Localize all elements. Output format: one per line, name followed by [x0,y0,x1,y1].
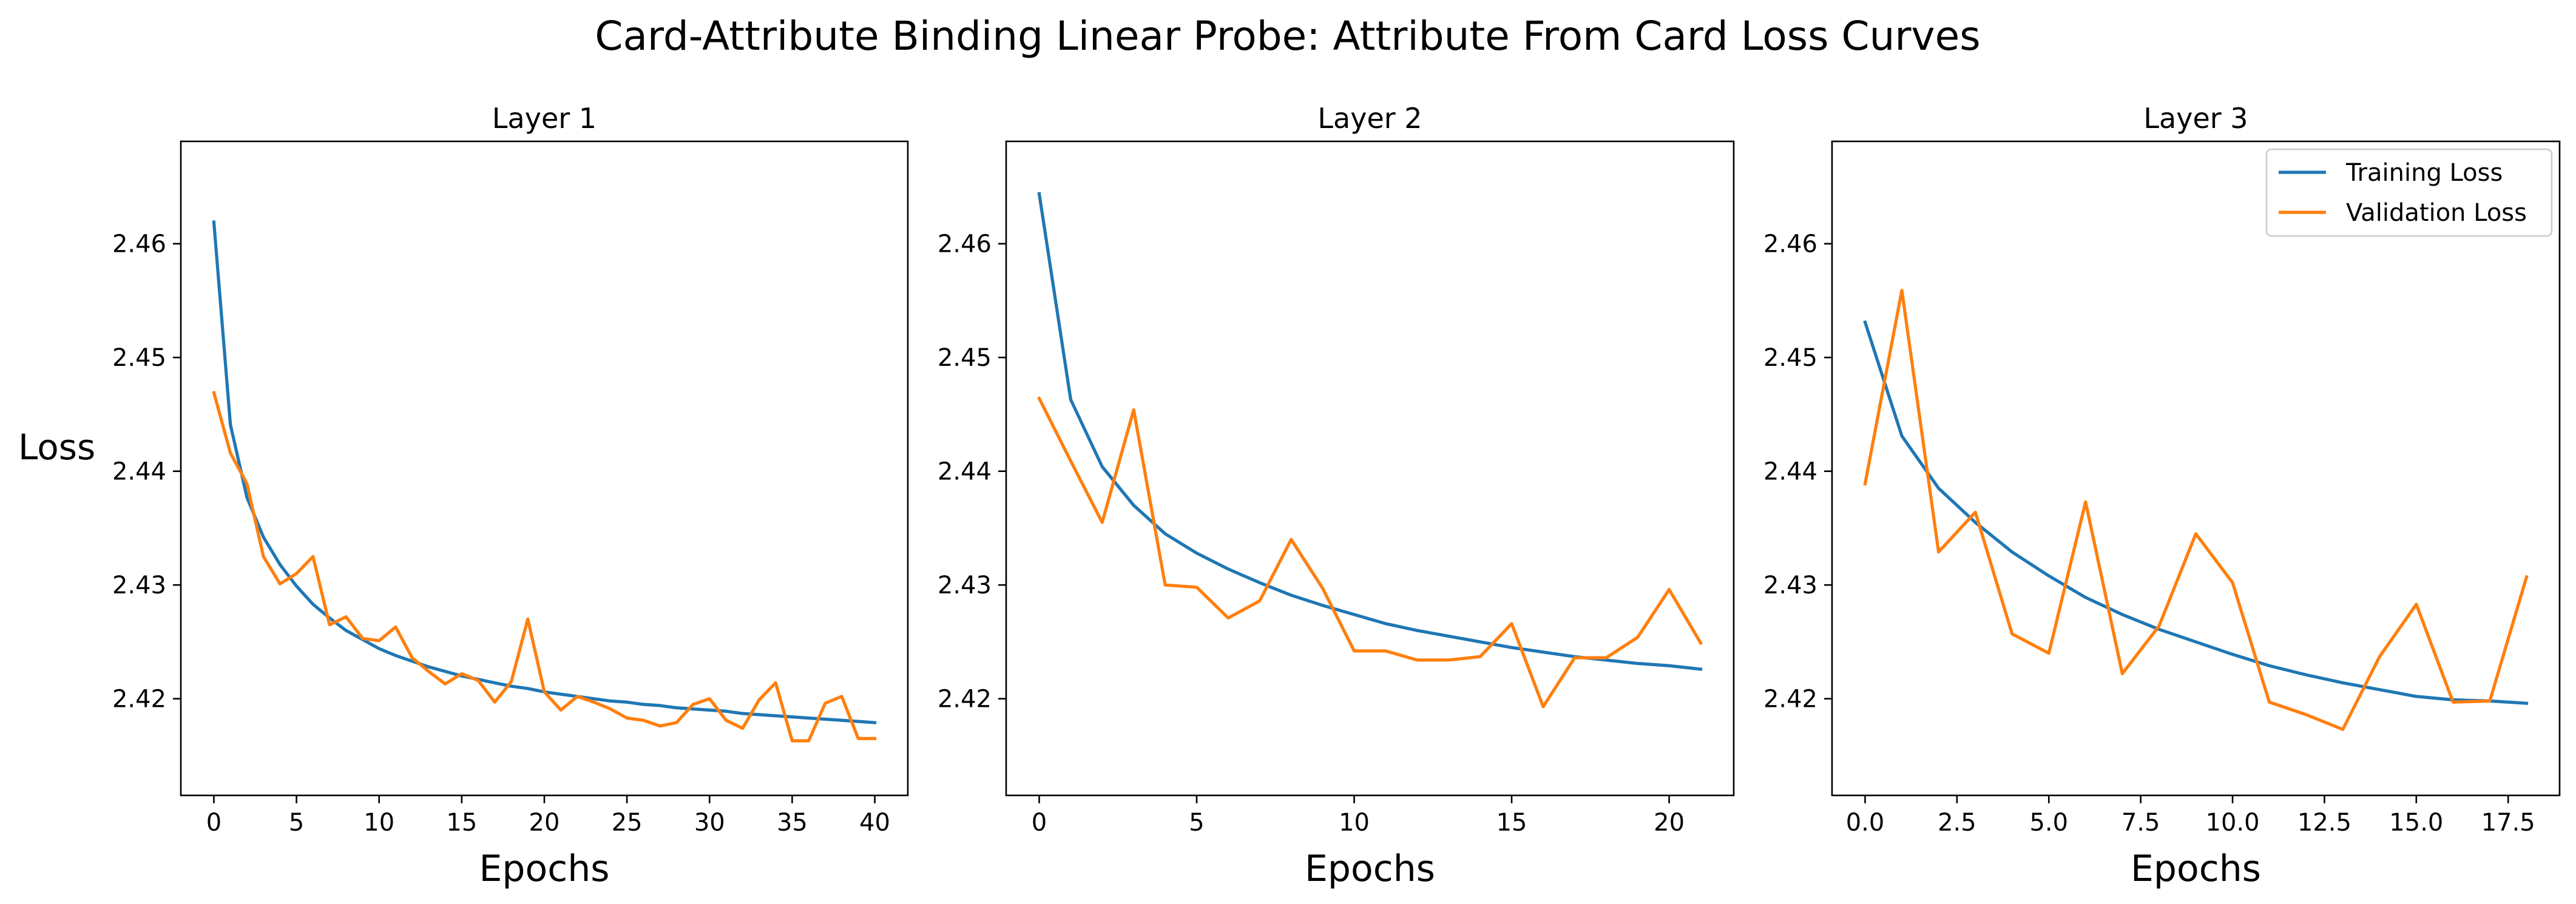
legend-label-validation: Validation Loss [2346,199,2527,227]
panel-title: Layer 1 [492,102,597,135]
y-tick-label: 2.46 [1763,231,1817,258]
x-tick-label: 7.5 [2121,809,2160,837]
y-tick-label: 2.43 [1763,572,1817,599]
y-tick-label: 2.46 [938,231,992,258]
axes-frame [1831,140,2561,797]
x-tick-label: 25 [612,809,643,837]
axes-frame [1005,140,1735,797]
y-tick-label: 2.46 [112,231,166,258]
x-tick-label: 30 [694,809,725,837]
x-tick-label: 20 [1654,809,1685,837]
x-tick-label: 0 [206,809,221,837]
y-tick-label: 2.42 [112,686,166,713]
x-tick-label: 5 [1189,809,1204,837]
x-tick-label: 2.5 [1938,809,1976,837]
x-tick-label: 10 [1339,809,1370,837]
legend-box [2265,148,2553,237]
y-tick-label: 2.43 [112,572,166,599]
x-tick-label: 5.0 [2029,809,2068,837]
panel-title: Layer 3 [2143,102,2248,135]
validation-loss-line [1863,289,2529,731]
x-axis-label: Epochs [1305,848,1435,890]
panel-layer-2: Layer 2 0 5 10 15 20 2.42 2.43 2.44 2.45 2.46 Epoch… [938,102,1735,890]
x-tick-label: 40 [859,809,890,837]
y-axis-label: Loss [18,427,95,468]
y-tick-label: 2.45 [1763,344,1817,372]
x-tick-label: 10 [363,809,394,837]
x-axis-label: Epochs [2131,848,2261,890]
x-tick-label: 0 [1032,809,1047,837]
x-tick-label: 17.5 [2481,809,2535,837]
x-tick-label: 15.0 [2389,809,2443,837]
y-tick-label: 2.44 [1763,458,1817,486]
panel-layer-3: Layer 3 0.0 2.5 5.0 7.5 10.0 12.5 15.0 17.5 2.42 2… [1763,102,2561,890]
x-tick-label: 20 [529,809,560,837]
y-tick-label: 2.44 [938,458,992,486]
y-tick-label: 2.42 [1763,686,1817,713]
figure-title: Card-Attribute Binding Linear Probe: Att… [595,13,1980,59]
y-tick-label: 2.43 [938,572,992,599]
y-tick-label: 2.42 [938,686,992,713]
training-loss-line [1863,320,2529,705]
legend-label-training: Training Loss [2345,159,2503,187]
y-tick-label: 2.44 [112,458,166,486]
legend: Training Loss Validation Loss [2265,148,2553,237]
y-tick-label: 2.45 [938,344,992,372]
x-tick-label: 35 [777,809,808,837]
x-tick-label: 0.0 [1846,809,1885,837]
x-tick-label: 12.5 [2297,809,2351,837]
x-tick-label: 15 [446,809,477,837]
x-tick-label: 10.0 [2206,809,2260,837]
validation-loss-line [212,391,877,743]
y-tick-label: 2.45 [112,344,166,372]
panel-title: Layer 2 [1317,102,1422,135]
x-axis-label: Epochs [479,848,610,890]
x-tick-label: 15 [1496,809,1527,837]
panel-layer-1: Layer 1 0 5 10 15 20 25 30 35 40 2.42 2.43 2.44 2.45 2… [18,102,909,890]
x-tick-label: 5 [289,809,304,837]
validation-loss-line [1037,396,1703,709]
